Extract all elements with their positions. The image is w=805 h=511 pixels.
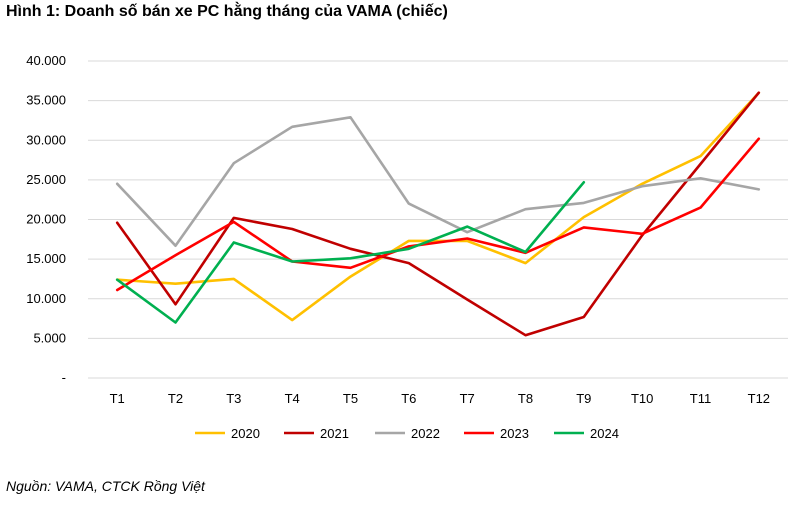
x-tick-label: T4	[285, 391, 300, 406]
x-axis-tick-labels: T1 T2 T3 T4 T5 T6 T7 T8 T9 T10 T11 T12	[110, 391, 770, 406]
legend-label-2024: 2024	[590, 426, 619, 441]
x-tick-label: T2	[168, 391, 183, 406]
gridlines	[88, 60, 788, 379]
series-lines	[115, 91, 761, 337]
chart-title: Hình 1: Doanh số bán xe PC hằng tháng củ…	[6, 3, 448, 20]
x-tick-label: T7	[460, 391, 475, 406]
y-tick-label: -	[62, 370, 66, 385]
x-tick-label: T11	[690, 391, 711, 406]
y-tick-label: 10.000	[26, 291, 66, 306]
x-tick-label: T9	[576, 391, 591, 406]
y-tick-label: 15.000	[26, 251, 66, 266]
x-tick-label: T1	[110, 391, 125, 406]
series-line-2021	[115, 91, 761, 337]
y-tick-label: 5.000	[33, 330, 66, 345]
y-tick-label: 25.000	[26, 172, 66, 187]
y-tick-label: 20.000	[26, 212, 66, 227]
legend: 2020 2021 2022 2023 2024	[195, 426, 619, 441]
y-tick-label: 30.000	[26, 132, 66, 147]
series-line-2020	[115, 91, 761, 322]
x-tick-label: T8	[518, 391, 533, 406]
series-line-2023	[115, 137, 761, 292]
y-tick-label: 40.000	[26, 53, 66, 68]
series-line-2022	[115, 116, 761, 247]
legend-label-2020: 2020	[231, 426, 260, 441]
x-tick-label: T12	[748, 391, 770, 406]
legend-label-2022: 2022	[411, 426, 440, 441]
x-tick-label: T5	[343, 391, 358, 406]
legend-label-2021: 2021	[320, 426, 349, 441]
x-tick-label: T3	[226, 391, 241, 406]
source-note: Nguồn: VAMA, CTCK Rồng Việt	[6, 478, 205, 494]
y-tick-label: 35.000	[26, 93, 66, 108]
x-tick-label: T6	[401, 391, 416, 406]
legend-label-2023: 2023	[500, 426, 529, 441]
x-tick-label: T10	[631, 391, 653, 406]
y-axis-tick-labels: - 5.000 10.000 15.000 20.000 25.000 30.000 35.0…	[26, 53, 66, 385]
series-line-2024	[115, 181, 586, 324]
